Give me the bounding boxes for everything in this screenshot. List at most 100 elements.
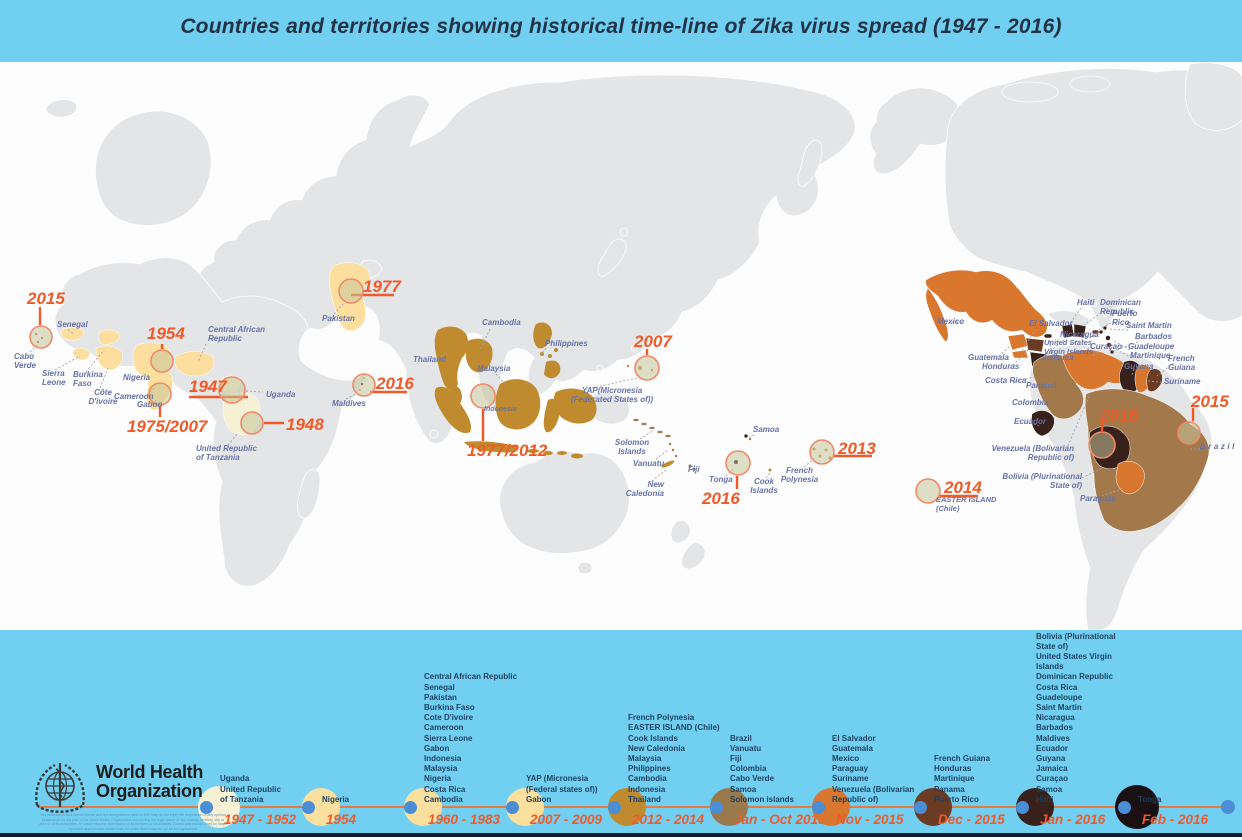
map-label-sierra-leone: Sierra Leone <box>42 369 66 387</box>
timeline-country-pakistan: Pakistan <box>424 692 457 702</box>
map-label-c-te-d-ivoire: Côte D'ivoire <box>88 388 118 406</box>
bottom-rule <box>0 833 1242 837</box>
who-logo-text: World Health Organization <box>96 763 203 801</box>
timeline-country-bolivia-plurinational-state-of: Bolivia (Plurinational State of) <box>1036 631 1116 651</box>
map-label-cambodia: Cambodia <box>482 318 521 327</box>
japan <box>597 238 627 277</box>
map-label-burkina-faso: Burkina Faso <box>73 370 103 388</box>
new-guinea-west <box>553 388 597 424</box>
map-label-el-salvador: El Salvador <box>1029 319 1073 328</box>
map-label-cura-ao: Curaçao <box>1090 342 1123 351</box>
timeline-node-dec-2015 <box>913 800 927 814</box>
map-year-8-2007: 2007 <box>634 332 672 351</box>
timeline-country-central-african-republic: Central African Republic <box>424 672 518 682</box>
timeline-countries-jan-2016: Bolivia (Plurinational State of) United S… <box>1036 632 1124 805</box>
jamaica <box>1043 333 1053 339</box>
australia <box>499 450 630 554</box>
map-label-guyana: Guyana <box>1124 362 1154 371</box>
timeline-node-jan-2016 <box>1015 800 1029 814</box>
timeline-country-sierra-leone: Sierra Leone <box>424 733 473 743</box>
timeline-country-nigeria: Nigeria <box>424 774 452 784</box>
timeline-node-2012-2014 <box>607 800 621 814</box>
map-label-yap-micronesia-federated-states-of: YAP(Micronesia (Federated States of)) <box>570 386 654 404</box>
timeline-country-french-polynesia: French Polynesia <box>628 713 695 723</box>
map-year-1-1954: 1954 <box>147 324 185 343</box>
central-african-republic <box>174 351 215 377</box>
map-label-nigeria: Nigeria <box>123 373 151 382</box>
tasmania <box>577 561 593 575</box>
baja-california <box>925 287 949 343</box>
map-label-french-guiana: French Guiana <box>1168 354 1196 372</box>
africa <box>54 257 367 587</box>
map-label-thailand: Thailand <box>413 355 446 364</box>
timeline-country-suriname: Suriname <box>832 774 869 784</box>
timeline-country-uganda: Uganda <box>220 774 250 784</box>
map-label-maldives: Maldives <box>332 399 366 408</box>
map-label-vanuatu: Vanuatu <box>633 459 665 468</box>
timeline-country-brazil: Brazil <box>730 733 752 743</box>
map-label-guatemala: Guatemala <box>968 353 1009 362</box>
timeline-country-gabon: Gabon <box>424 743 450 753</box>
french-guiana <box>1146 368 1163 392</box>
el-salvador <box>1011 349 1029 359</box>
map-label-guadeloupe: Guadeloupe <box>1128 342 1175 351</box>
map-label-honduras: Honduras <box>982 362 1020 371</box>
timeline-country-panama: Panama <box>934 784 965 794</box>
map-label-puerto-rico: Puerto Rico <box>1112 309 1138 327</box>
map-label-united-states-virgin-islands: United States Virgin Islands <box>1044 338 1093 356</box>
mexico <box>925 269 1048 338</box>
timeline-countries-1954: Nigeria <box>322 795 382 805</box>
map-label-venezuela-bolivarian-republic-of: Venezuela (Bolivarian Republic of) <box>991 444 1074 462</box>
ecuador <box>1031 410 1055 437</box>
taiwan <box>630 344 638 352</box>
timeline-country-cambodia: Cambodia <box>424 794 463 804</box>
timeline-country-costa-rica: Costa Rica <box>424 784 466 794</box>
timeline-country-fiji: Fiji <box>730 753 742 763</box>
map-label-colombia: Colombia <box>1012 398 1049 407</box>
timeline-country-cameroon: Cameroon <box>424 723 464 733</box>
map-label-jamaica: Jamaica <box>1042 353 1074 362</box>
timeline-node-feb-2016 <box>1117 800 1131 814</box>
continents <box>45 62 1242 631</box>
cote-divoire <box>95 345 123 371</box>
map-label-tonga: Tonga <box>709 475 733 484</box>
arctic-island-1 <box>1001 81 1059 103</box>
timeline-country-ecuador: Ecuador <box>1036 743 1069 753</box>
timeline-country-mexico: Mexico <box>832 753 860 763</box>
header-band <box>0 0 1242 62</box>
map-year-4-1975-2007: 1975/2007 <box>127 417 208 436</box>
timeline-country-cabo-verde: Cabo Verde <box>730 774 775 784</box>
timeline-country-easter-island-chile: EASTER ISLAND (Chile) <box>628 723 720 733</box>
timeline-country-burkina-faso: Burkina Faso <box>424 702 475 712</box>
map-label-malaysia: Malaysia <box>477 364 511 373</box>
map-label-central-african-republic: Central African Republic <box>208 325 266 343</box>
timeline-countries-2007-2009: YAP (Micronesia (Federal states of)) Gabo… <box>526 774 606 805</box>
timeline-period-dec-2015: Dec - 2015 <box>938 812 1005 827</box>
timeline-country-indonesia: Indonesia <box>628 784 666 794</box>
java <box>464 441 518 453</box>
timeline-node-nov-2015 <box>811 800 825 814</box>
timeline-country-solomon-islands: Solomon islands <box>730 794 795 804</box>
timeline-country-indonesia: Indonesia <box>424 753 462 763</box>
iceland <box>45 99 78 118</box>
map-label-fiji: Fiji <box>688 465 700 474</box>
map-year-5-1977: 1977 <box>363 277 401 296</box>
timeline-country-maldives: Maldives <box>1036 733 1070 743</box>
map-label-uganda: Uganda <box>266 390 296 399</box>
map-label-dominican-republic: Dominican Republic <box>1100 298 1141 316</box>
who-logo-icon <box>35 763 85 813</box>
timeline-period-1947-1952: 1947 - 1952 <box>224 812 297 827</box>
new-zealand-north <box>670 520 691 544</box>
timeline-country-cook-islands: Cook Islands <box>628 733 678 743</box>
philippines-luzon <box>533 322 552 349</box>
senegal <box>61 327 85 341</box>
map-disclaimer: The boundaries and names shown and the d… <box>39 813 227 831</box>
timeline-countries-jan-oct-2015: Brazil Vanuatu Fiji Colombia Cabo Verde Samoa… <box>730 734 820 805</box>
map-year-11-2014: 2014 <box>944 478 982 497</box>
timeline-country-cambodia: Cambodia <box>628 774 667 784</box>
sri-lanka <box>429 429 439 439</box>
timeline-country-cura-ao: Curaçao <box>1036 774 1069 784</box>
timeline-country-dominican-republic: Dominican Republic <box>1036 672 1113 682</box>
timeline-countries-1960-1983: Central African Republic Senegal Pakistan B… <box>424 672 524 805</box>
